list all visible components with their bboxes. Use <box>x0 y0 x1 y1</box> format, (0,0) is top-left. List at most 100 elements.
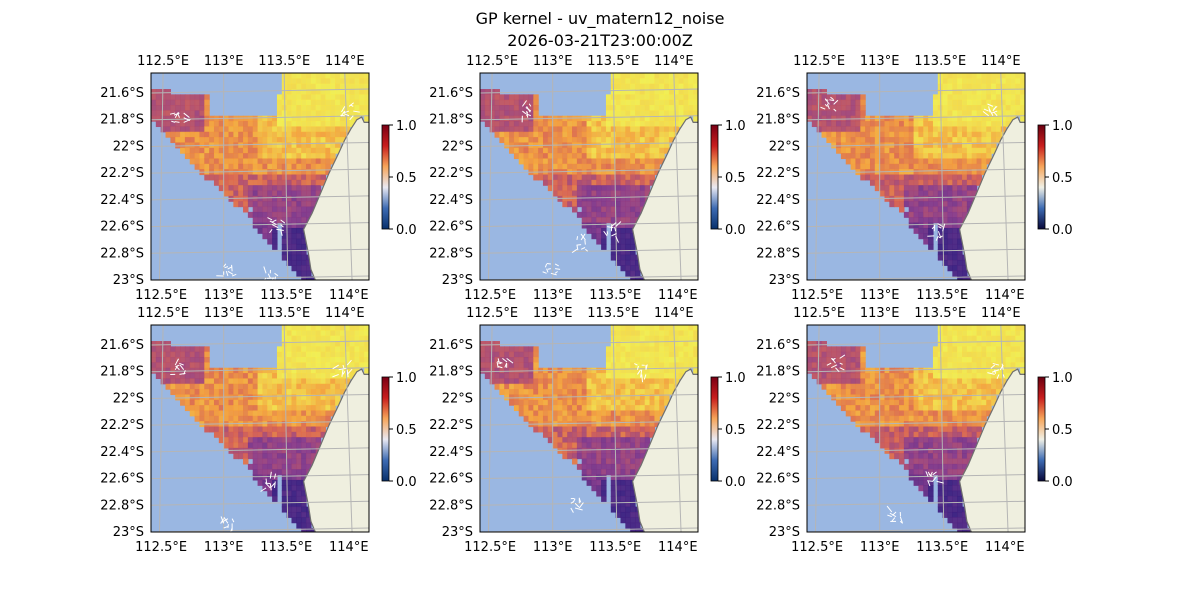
x-tick-label-top: 114°E <box>325 54 365 69</box>
y-tick-label: 22°S <box>769 391 800 406</box>
y-tick-label: 22.6°S <box>756 472 800 487</box>
uv-vectors <box>170 358 353 532</box>
y-tick-label: 22.4°S <box>429 193 473 208</box>
y-tick-label: 21.6°S <box>100 338 144 353</box>
colorbar-tick-label: 0.5 <box>396 423 417 438</box>
colorbar-tick-label: 1.0 <box>725 119 746 134</box>
y-tick-label: 22.4°S <box>100 193 144 208</box>
y-tick-label: 22.8°S <box>100 246 144 261</box>
x-tick-label-bottom: 114°E <box>985 288 1025 303</box>
x-tick-label-top: 113°E <box>204 306 244 321</box>
y-tick-label: 22.2°S <box>100 166 144 181</box>
x-tick-label-bottom: 113°E <box>204 540 244 555</box>
y-tick-label: 22.8°S <box>429 498 473 513</box>
y-tick-label: 21.8°S <box>756 113 800 128</box>
y-tick-label: 22°S <box>442 391 473 406</box>
map-panel-5: 112.5°E 112.5°E 113°E 113°E 113.5°E 113.5°E 11… <box>429 306 745 555</box>
y-tick-label: 22.8°S <box>756 498 800 513</box>
x-tick-label-bottom: 114°E <box>658 540 698 555</box>
gridlines <box>807 325 1025 532</box>
y-tick-label: 23°S <box>769 525 800 540</box>
y-tick-label: 21.8°S <box>756 365 800 380</box>
y-tick-label: 22.4°S <box>756 193 800 208</box>
colorbar-tick-label: 0.0 <box>396 223 417 238</box>
y-tick-label: 21.6°S <box>756 86 800 101</box>
y-tick-label: 23°S <box>769 273 800 288</box>
x-tick-label-top: 114°E <box>981 54 1021 69</box>
colorbar-tick-label: 1.0 <box>396 119 417 134</box>
colorbar-tick-label: 0.5 <box>725 171 746 186</box>
panel-frame <box>479 324 699 533</box>
y-tick-label: 22°S <box>442 139 473 154</box>
x-tick-label-bottom: 112.5°E <box>464 540 516 555</box>
x-tick-label-top: 113.5°E <box>258 306 310 321</box>
figure-subtitle: 2026-03-21T23:00:00Z <box>507 31 693 50</box>
figure-title: GP kernel - uv_matern12_noise <box>475 9 725 28</box>
x-tick-label-top: 113°E <box>533 54 573 69</box>
colorbar-tick-label: 0.0 <box>1052 223 1073 238</box>
x-tick-label-bottom: 112.5°E <box>135 540 187 555</box>
y-tick-label: 23°S <box>113 525 144 540</box>
x-tick-label-bottom: 113.5°E <box>589 288 641 303</box>
colorbar-tick-label: 1.0 <box>1052 371 1073 386</box>
x-tick-label-bottom: 113°E <box>533 288 573 303</box>
map-panel-1: 112.5°E 112.5°E 113°E 113°E 113.5°E 113.5°E 11… <box>100 54 416 303</box>
x-tick-label-bottom: 113°E <box>533 540 573 555</box>
colorbar: 0.0 0.5 1.0 <box>1037 371 1073 490</box>
x-tick-label-top: 113°E <box>860 306 900 321</box>
y-tick-label: 22.2°S <box>429 166 473 181</box>
colorbar-tick-label: 0.0 <box>396 475 417 490</box>
x-tick-label-top: 114°E <box>654 54 694 69</box>
colorbar: 0.0 0.5 1.0 <box>381 371 417 490</box>
heatmap-cells <box>480 73 698 280</box>
colorbar-tick-label: 0.0 <box>1052 475 1073 490</box>
y-tick-label: 23°S <box>442 525 473 540</box>
x-tick-label-top: 113.5°E <box>258 54 310 69</box>
land-mass <box>958 368 1025 532</box>
x-tick-label-top: 114°E <box>325 306 365 321</box>
x-tick-label-top: 113°E <box>204 54 244 69</box>
x-tick-label-bottom: 112.5°E <box>791 288 843 303</box>
x-tick-label-top: 113.5°E <box>914 54 966 69</box>
colorbar: 0.0 0.5 1.0 <box>710 371 746 490</box>
panel-frame <box>150 72 370 281</box>
y-tick-label: 22.4°S <box>756 445 800 460</box>
x-tick-label-top: 112.5°E <box>793 54 845 69</box>
land-mass <box>631 116 698 280</box>
gridlines <box>480 73 698 280</box>
colorbar: 0.0 0.5 1.0 <box>1037 119 1073 238</box>
y-tick-label: 22°S <box>113 139 144 154</box>
x-tick-label-top: 113°E <box>860 54 900 69</box>
y-tick-label: 21.8°S <box>100 113 144 128</box>
colorbar-tick-label: 1.0 <box>396 371 417 386</box>
y-tick-label: 22.6°S <box>100 472 144 487</box>
y-tick-label: 23°S <box>113 273 144 288</box>
x-tick-label-bottom: 113.5°E <box>589 540 641 555</box>
uv-vectors <box>496 357 648 513</box>
x-tick-label-top: 112.5°E <box>793 306 845 321</box>
x-tick-label-top: 114°E <box>654 306 694 321</box>
heatmap-cells <box>151 73 369 280</box>
x-tick-label-bottom: 114°E <box>658 288 698 303</box>
y-tick-label: 21.8°S <box>429 365 473 380</box>
y-tick-label: 22.6°S <box>429 472 473 487</box>
y-tick-label: 22.8°S <box>756 246 800 261</box>
x-tick-label-bottom: 114°E <box>329 288 369 303</box>
x-tick-label-top: 112.5°E <box>466 306 518 321</box>
x-tick-label-bottom: 114°E <box>985 540 1025 555</box>
y-tick-label: 22°S <box>113 391 144 406</box>
colorbar: 0.0 0.5 1.0 <box>381 119 417 238</box>
land-mass <box>958 116 1025 280</box>
panel-frame <box>806 72 1026 281</box>
y-tick-label: 21.6°S <box>429 338 473 353</box>
map-panel-4: 112.5°E 112.5°E 113°E 113°E 113.5°E 113.5°E 11… <box>100 306 416 555</box>
land-mass <box>631 368 698 532</box>
y-tick-label: 22.6°S <box>756 220 800 235</box>
panel-frame <box>806 324 1026 533</box>
colorbar-tick-label: 0.0 <box>725 475 746 490</box>
y-tick-label: 22.2°S <box>756 418 800 433</box>
land-mass <box>302 116 369 280</box>
y-tick-label: 21.6°S <box>100 86 144 101</box>
x-tick-label-top: 112.5°E <box>466 54 518 69</box>
